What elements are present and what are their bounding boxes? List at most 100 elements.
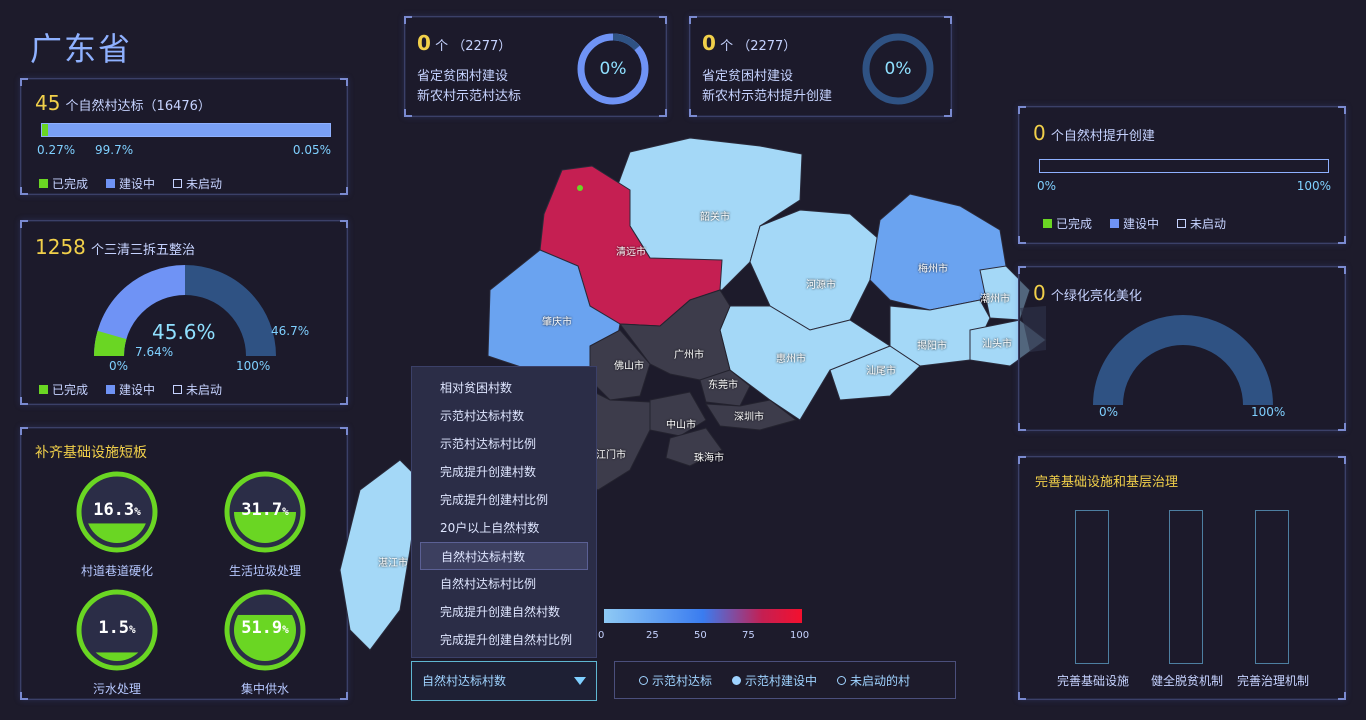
pct-done: 0.27% [37,143,76,157]
upgrade-max: 100% [1296,179,1331,193]
infrastructure-label: 村道巷道硬化 [80,564,153,578]
dropdown-option[interactable]: 20户以上自然村数 [440,521,540,535]
map-city-label: 汕头市 [982,339,1012,350]
governance-bar-label: 健全脱贫机制 [1150,674,1223,688]
top-card-upgrade: 0 个 （2277） 省定贫困村建设 新农村示范村提升创建 0% [689,16,952,117]
metric-select-value: 自然村达标村数 [422,674,507,688]
done-swatch [1043,219,1052,228]
done-swatch [39,385,48,394]
scale-tick: 100 [790,630,810,641]
map-city-label: 河源市 [806,280,836,291]
governance-bar-label: 完善治理机制 [1236,674,1309,688]
dropdown-option[interactable]: 自然村达标村比例 [440,577,537,591]
map-city-label: 潮州市 [980,294,1010,305]
legend-idle: 未启动 [186,177,223,191]
top-card-unit: 个 [435,39,449,54]
top-card-count: 0 [702,31,716,55]
status-legend: 已完成 建设中 未启动 [39,175,222,192]
dropdown-option[interactable]: 完成提升创建自然村比例 [440,633,573,647]
top-card-unit: 个 [720,39,734,54]
villages-standard-panel: 45 个自然村达标（16476） 0.27% 99.7% 0.05% 已完成 建… [20,78,348,195]
map-region-zhanjiang[interactable] [339,459,421,651]
circle-outline-icon [837,675,847,685]
color-scale [604,609,802,623]
legend-done: 已完成 [52,177,89,191]
renovation-green-pct: 7.64% [135,345,174,359]
map-region-zhuhai[interactable] [665,427,723,467]
infrastructure-ring [224,589,306,671]
renovation-panel: 1258 个三清三拆五整治 45.6% 7.64% 46.7% 0% 100% … [20,220,348,405]
circle-filled-icon [732,675,742,685]
map-region-dongguan[interactable] [699,369,751,407]
greening-min: 0% [1099,405,1119,419]
governance-bar-label: 完善基础设施 [1056,674,1129,688]
legend-building-village: 示范村建设中 [745,673,818,688]
top-card-total: （2277） [737,39,797,54]
villages-standard-progress [41,123,331,137]
infrastructure-fill [86,523,148,543]
dropdown-option[interactable]: 完成提升创建村数 [440,465,537,479]
infrastructure-label: 生活垃圾处理 [228,564,301,578]
infrastructure-ring [76,589,158,671]
page-title: 广东省 [30,30,133,68]
greening-panel: 0 个绿化亮化美化 0% 100% [1018,266,1346,431]
infrastructure-value: 31.7% [241,500,289,520]
legend-standard: 示范村达标 [652,673,713,688]
governance-bar [1169,510,1203,664]
upgrade-legend: 已完成 建设中 未启动 [1043,215,1226,232]
greening-label: 个绿化亮化美化 [1050,289,1142,304]
top-card-total: （2277） [452,39,512,54]
legend-building: 建设中 [1123,217,1160,231]
map-city-label: 惠州市 [776,354,806,365]
idle-swatch [1177,219,1187,228]
infrastructure-item: 16.3% 村道巷道硬化 [67,470,167,579]
infrastructure-value: 1.5% [98,618,136,638]
dropdown-option[interactable]: 自然村达标村数 [420,542,588,570]
map-city-label: 中山市 [666,420,696,431]
map-city-label: 梅州市 [918,264,948,275]
dropdown-option[interactable]: 示范村达标村比例 [440,437,537,451]
upgrade-label: 个自然村提升创建 [1050,129,1155,144]
map-city-label: 江门市 [596,450,626,461]
dropdown-option[interactable]: 完成提升创建自然村数 [440,605,561,619]
metric-select[interactable]: 自然村达标村数 [411,661,597,701]
legend-idle-village: 未启动的村 [850,673,911,688]
greening-gauge [1093,315,1273,406]
infrastructure-value: 51.9% [241,618,289,638]
scale-tick: 50 [694,630,707,641]
upgrade-progress [1039,159,1329,173]
legend-done: 已完成 [52,383,89,397]
dropdown-option[interactable]: 完成提升创建村比例 [440,493,549,507]
progress-building [48,124,330,136]
top-card-ring [577,33,649,105]
infrastructure-ring [76,471,158,553]
dropdown-option[interactable]: 相对贫困村数 [440,381,513,395]
top-card-ring [862,33,934,105]
done-swatch [39,179,48,188]
pct-building: 99.7% [95,143,134,157]
map-region-guangzhou[interactable] [618,289,731,381]
idle-swatch [173,179,183,188]
greening-max: 100% [1251,405,1286,419]
dropdown-option[interactable]: 示范村达标村数 [440,409,525,423]
building-swatch [106,179,116,188]
infrastructure-fill [86,652,148,661]
map-region-shenzhen[interactable] [705,399,798,431]
building-swatch [1110,219,1120,228]
infrastructure-ring [224,471,306,553]
circle-outline-icon [639,675,648,685]
map-region-heyuan[interactable] [749,209,881,331]
top-card-line2: 新农村示范村提升创建 [702,89,833,104]
renovation-min: 0% [109,359,129,373]
greening-count: 0 [1033,281,1046,305]
top-card-percent: 0% [599,59,627,79]
map-city-label: 东莞市 [708,380,738,391]
map-city-label: 揭阳市 [917,341,947,352]
top-card-percent: 0% [884,59,912,79]
infrastructure-label: 污水处理 [92,682,141,696]
guangdong-map [339,137,1047,651]
top-card-line2: 新农村示范村达标 [417,89,522,104]
upgrade-panel: 0 个自然村提升创建 0% 100% 已完成 建设中 未启动 [1018,106,1346,244]
map-city-label: 广州市 [674,350,704,361]
governance-bar [1075,510,1109,664]
